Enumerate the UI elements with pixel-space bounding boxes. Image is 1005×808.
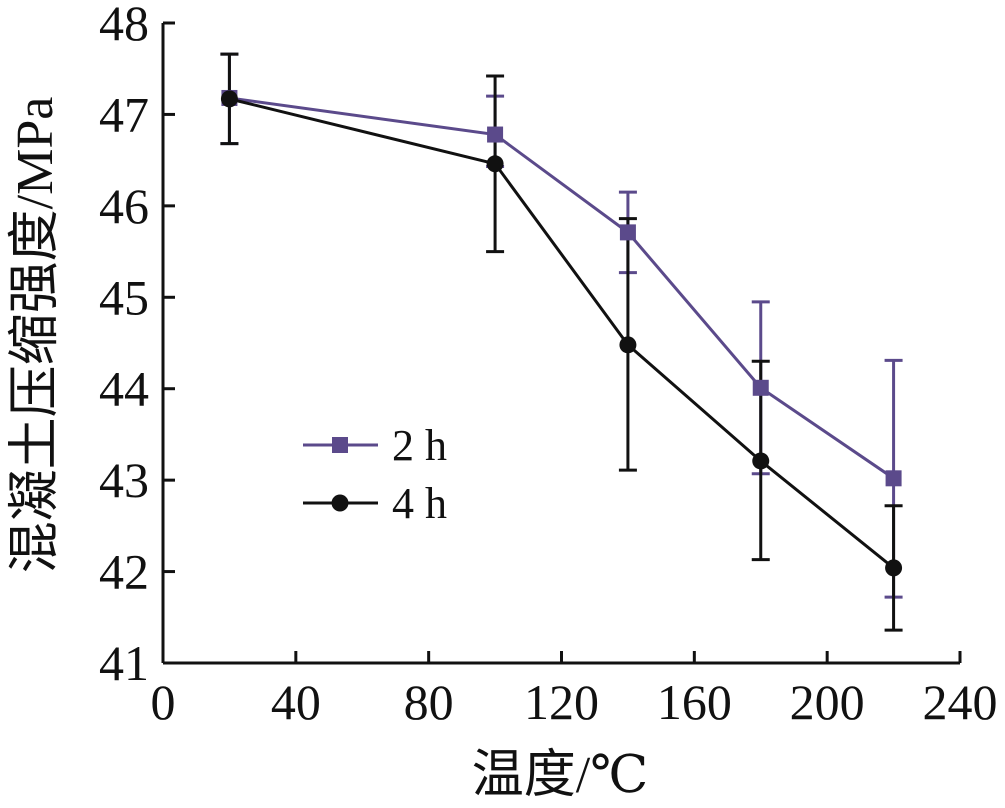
series-lines <box>220 89 903 577</box>
y-tick-label: 45 <box>99 269 149 325</box>
x-tick-label: 240 <box>923 674 998 730</box>
y-tick-label: 44 <box>99 361 149 417</box>
error-bars <box>220 52 903 632</box>
data-point <box>619 336 637 354</box>
y-axis-title: 混凝土压缩强度/MPa <box>7 97 64 574</box>
x-axis-title: 温度/℃ <box>472 747 649 804</box>
y-tick-label: 41 <box>99 635 149 691</box>
data-point <box>752 452 770 470</box>
x-tick-label: 120 <box>524 674 599 730</box>
x-tick-label: 80 <box>404 674 454 730</box>
data-point <box>487 126 504 143</box>
legend-label: 2 h <box>392 421 447 470</box>
y-tick-label: 48 <box>99 0 149 51</box>
data-point <box>752 379 769 396</box>
series-line <box>229 97 895 570</box>
data-point <box>220 90 238 108</box>
y-tick-label: 46 <box>99 178 149 234</box>
legend-label: 4 h <box>392 479 447 528</box>
x-tick-label: 160 <box>657 674 732 730</box>
data-point <box>885 559 903 577</box>
x-tick-label: 40 <box>271 674 321 730</box>
axes: 0 40 80 120 160 200 240 41 42 43 44 45 46 47 48 <box>99 0 998 730</box>
data-point <box>885 470 902 487</box>
legend-marker <box>332 437 348 453</box>
x-tick-label: 0 <box>151 674 176 730</box>
series-line <box>229 96 895 480</box>
legend: 2 h4 h <box>303 421 447 528</box>
data-point <box>486 155 504 173</box>
x-tick-label: 200 <box>790 674 865 730</box>
y-tick-label: 43 <box>99 452 149 508</box>
legend-marker <box>331 494 349 512</box>
y-tick-label: 42 <box>99 544 149 600</box>
y-tick-label: 47 <box>99 86 149 142</box>
data-point <box>619 224 636 241</box>
